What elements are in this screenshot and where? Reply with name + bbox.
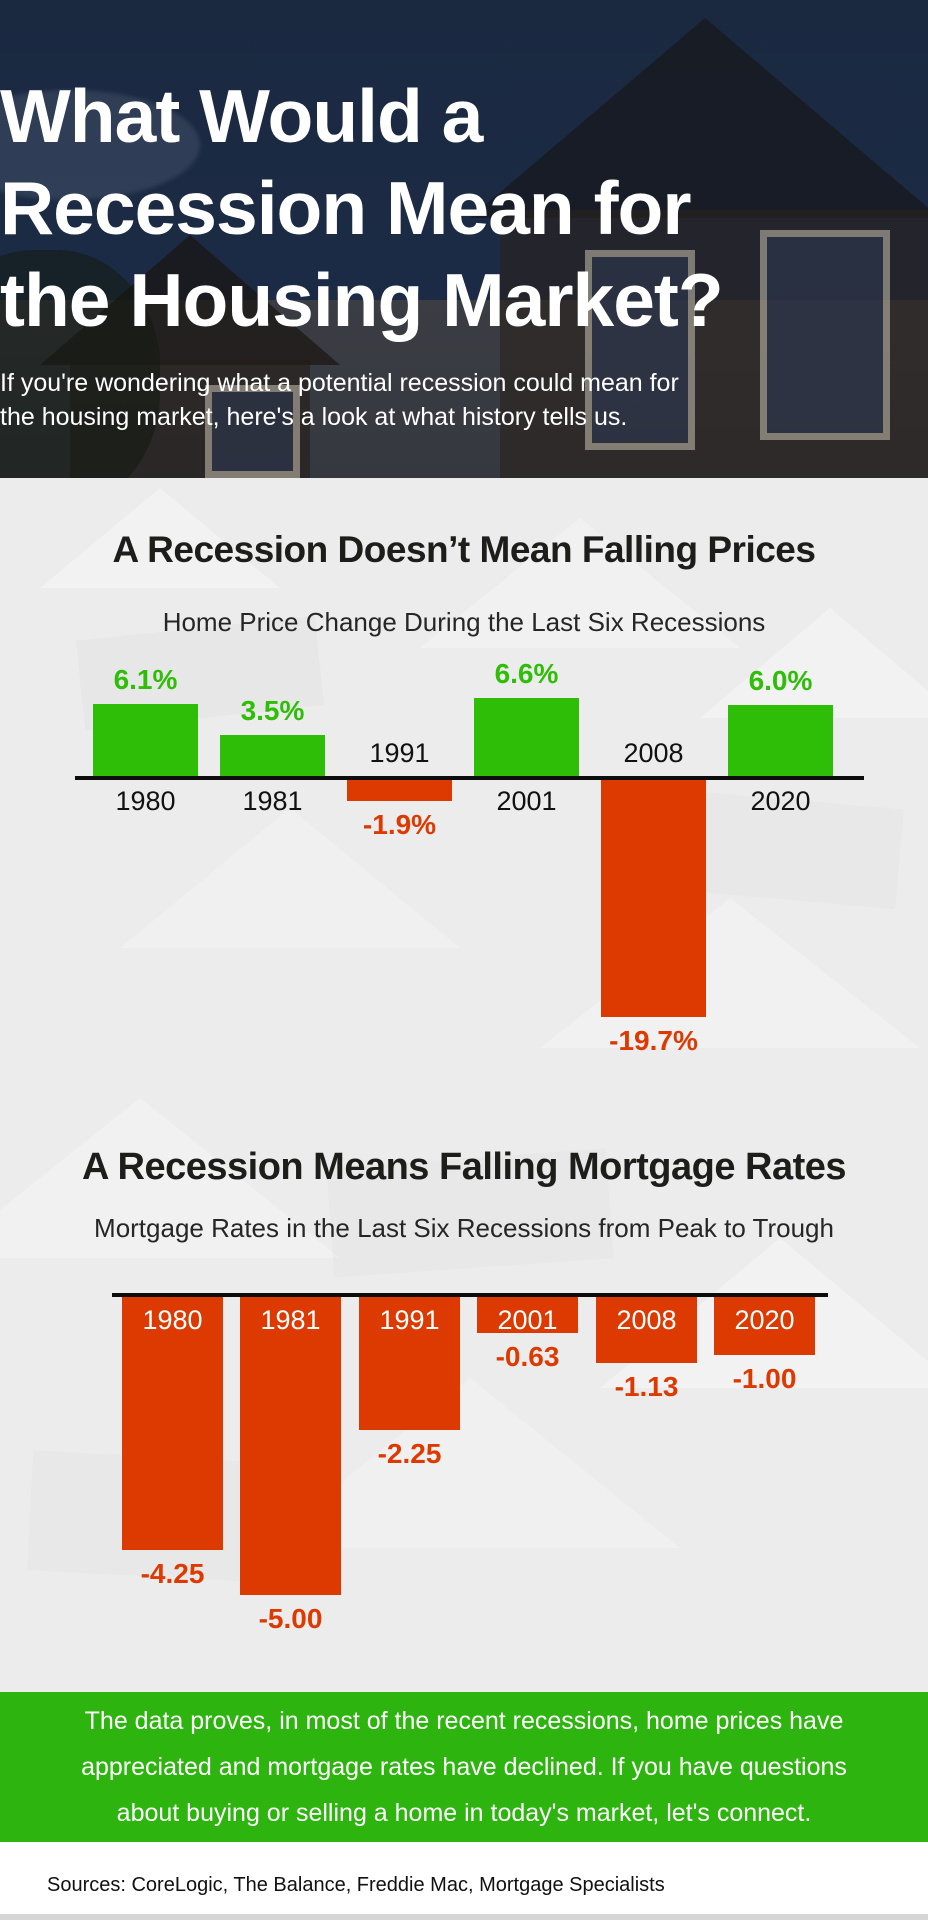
prices-chart-heading: A Recession Doesn’t Mean Falling Prices (112, 529, 816, 570)
watermark-roof-shape (420, 518, 740, 648)
value-label-1980: -4.25 (140, 1558, 205, 1589)
hero-house-window (205, 385, 300, 478)
value-label-2020: 6.0% (748, 665, 813, 696)
value-label-2008: -1.13 (614, 1371, 679, 1402)
year-label-2008: 2008 (616, 1305, 677, 1335)
bar-1980 (122, 1295, 223, 1550)
charts-section: A Recession Doesn’t Mean Falling Prices … (0, 478, 928, 1692)
hero-house-window (585, 250, 695, 450)
bar-1981 (240, 1295, 341, 1595)
bar-1991 (347, 778, 452, 801)
watermark-roof-shape (0, 1098, 340, 1258)
hero-tree-decor (0, 250, 160, 478)
chart-axis-line (75, 776, 864, 780)
year-label-1981: 1981 (242, 786, 303, 816)
year-label-1981: 1981 (260, 1305, 321, 1335)
bar-1981 (220, 735, 325, 778)
year-label-2020: 2020 (750, 786, 811, 816)
rates-chart-subheading: Mortgage Rates in the Last Six Recession… (94, 1213, 834, 1243)
bar-2008 (596, 1295, 697, 1363)
year-label-1980: 1980 (115, 786, 176, 816)
value-label-1991: -1.9% (362, 809, 437, 840)
home-price-change-chart: 1980 6.1% 1981 3.5% 1991 -1.9% 2001 6.6% 2008 -19… (0, 658, 928, 1080)
bar-2020 (714, 1295, 815, 1355)
summary-text: The data proves, in most of the recent r… (81, 1707, 847, 1827)
chart-axis-line (112, 1293, 828, 1297)
prices-chart-subheading: Home Price Change During the Last Six Re… (162, 607, 766, 637)
bar-2001 (474, 698, 579, 778)
year-label-2008: 2008 (623, 738, 684, 768)
value-label-1981: -5.00 (258, 1603, 323, 1634)
page-title: What Would a Recession Mean for the Hous… (0, 74, 724, 342)
bar-1980 (93, 704, 198, 778)
value-label-2020: -1.00 (732, 1363, 797, 1394)
footer: Sources: CoreLogic, The Balance, Freddie… (0, 1842, 928, 1920)
value-label-2001: 6.6% (494, 658, 559, 689)
value-label-1981: 3.5% (240, 695, 305, 726)
hero-house-window (760, 230, 890, 440)
watermark-roof-shape (40, 488, 280, 588)
summary-band: The data proves, in most of the recent r… (0, 1692, 928, 1842)
year-label-1991: 1991 (379, 1305, 440, 1335)
bar-1991 (359, 1295, 460, 1430)
value-label-1980: 6.1% (113, 664, 178, 695)
year-label-1980: 1980 (142, 1305, 203, 1335)
year-label-2020: 2020 (734, 1305, 795, 1335)
bar-2020 (728, 705, 833, 778)
year-label-2001: 2001 (496, 786, 557, 816)
hero-cloud-decor (0, 90, 200, 200)
watermark-roof-shape (120, 808, 460, 948)
bottom-edge-strip (0, 1914, 928, 1920)
sources-text: Sources: CoreLogic, The Balance, Freddie… (47, 1874, 665, 1896)
hero-header: What Would a Recession Mean for the Hous… (0, 0, 928, 478)
mortgage-rates-chart: 1980 -4.25 1981 -5.00 1991 -2.25 2001 -0.63 2008… (0, 1250, 928, 1670)
hero-house-roof (470, 18, 928, 218)
value-label-2008: -19.7% (609, 1025, 698, 1056)
value-label-1991: -2.25 (377, 1438, 442, 1469)
watermark-roof-shape (700, 608, 928, 718)
year-label-1991: 1991 (369, 738, 430, 768)
bar-2001 (477, 1295, 578, 1333)
rates-chart-heading: A Recession Means Falling Mortgage Rates (81, 1146, 847, 1188)
bar-2008 (601, 778, 706, 1017)
page-subtitle: If you're wondering what a potential rec… (0, 369, 679, 431)
year-label-2001: 2001 (497, 1305, 558, 1335)
value-label-2001: -0.63 (495, 1341, 560, 1372)
